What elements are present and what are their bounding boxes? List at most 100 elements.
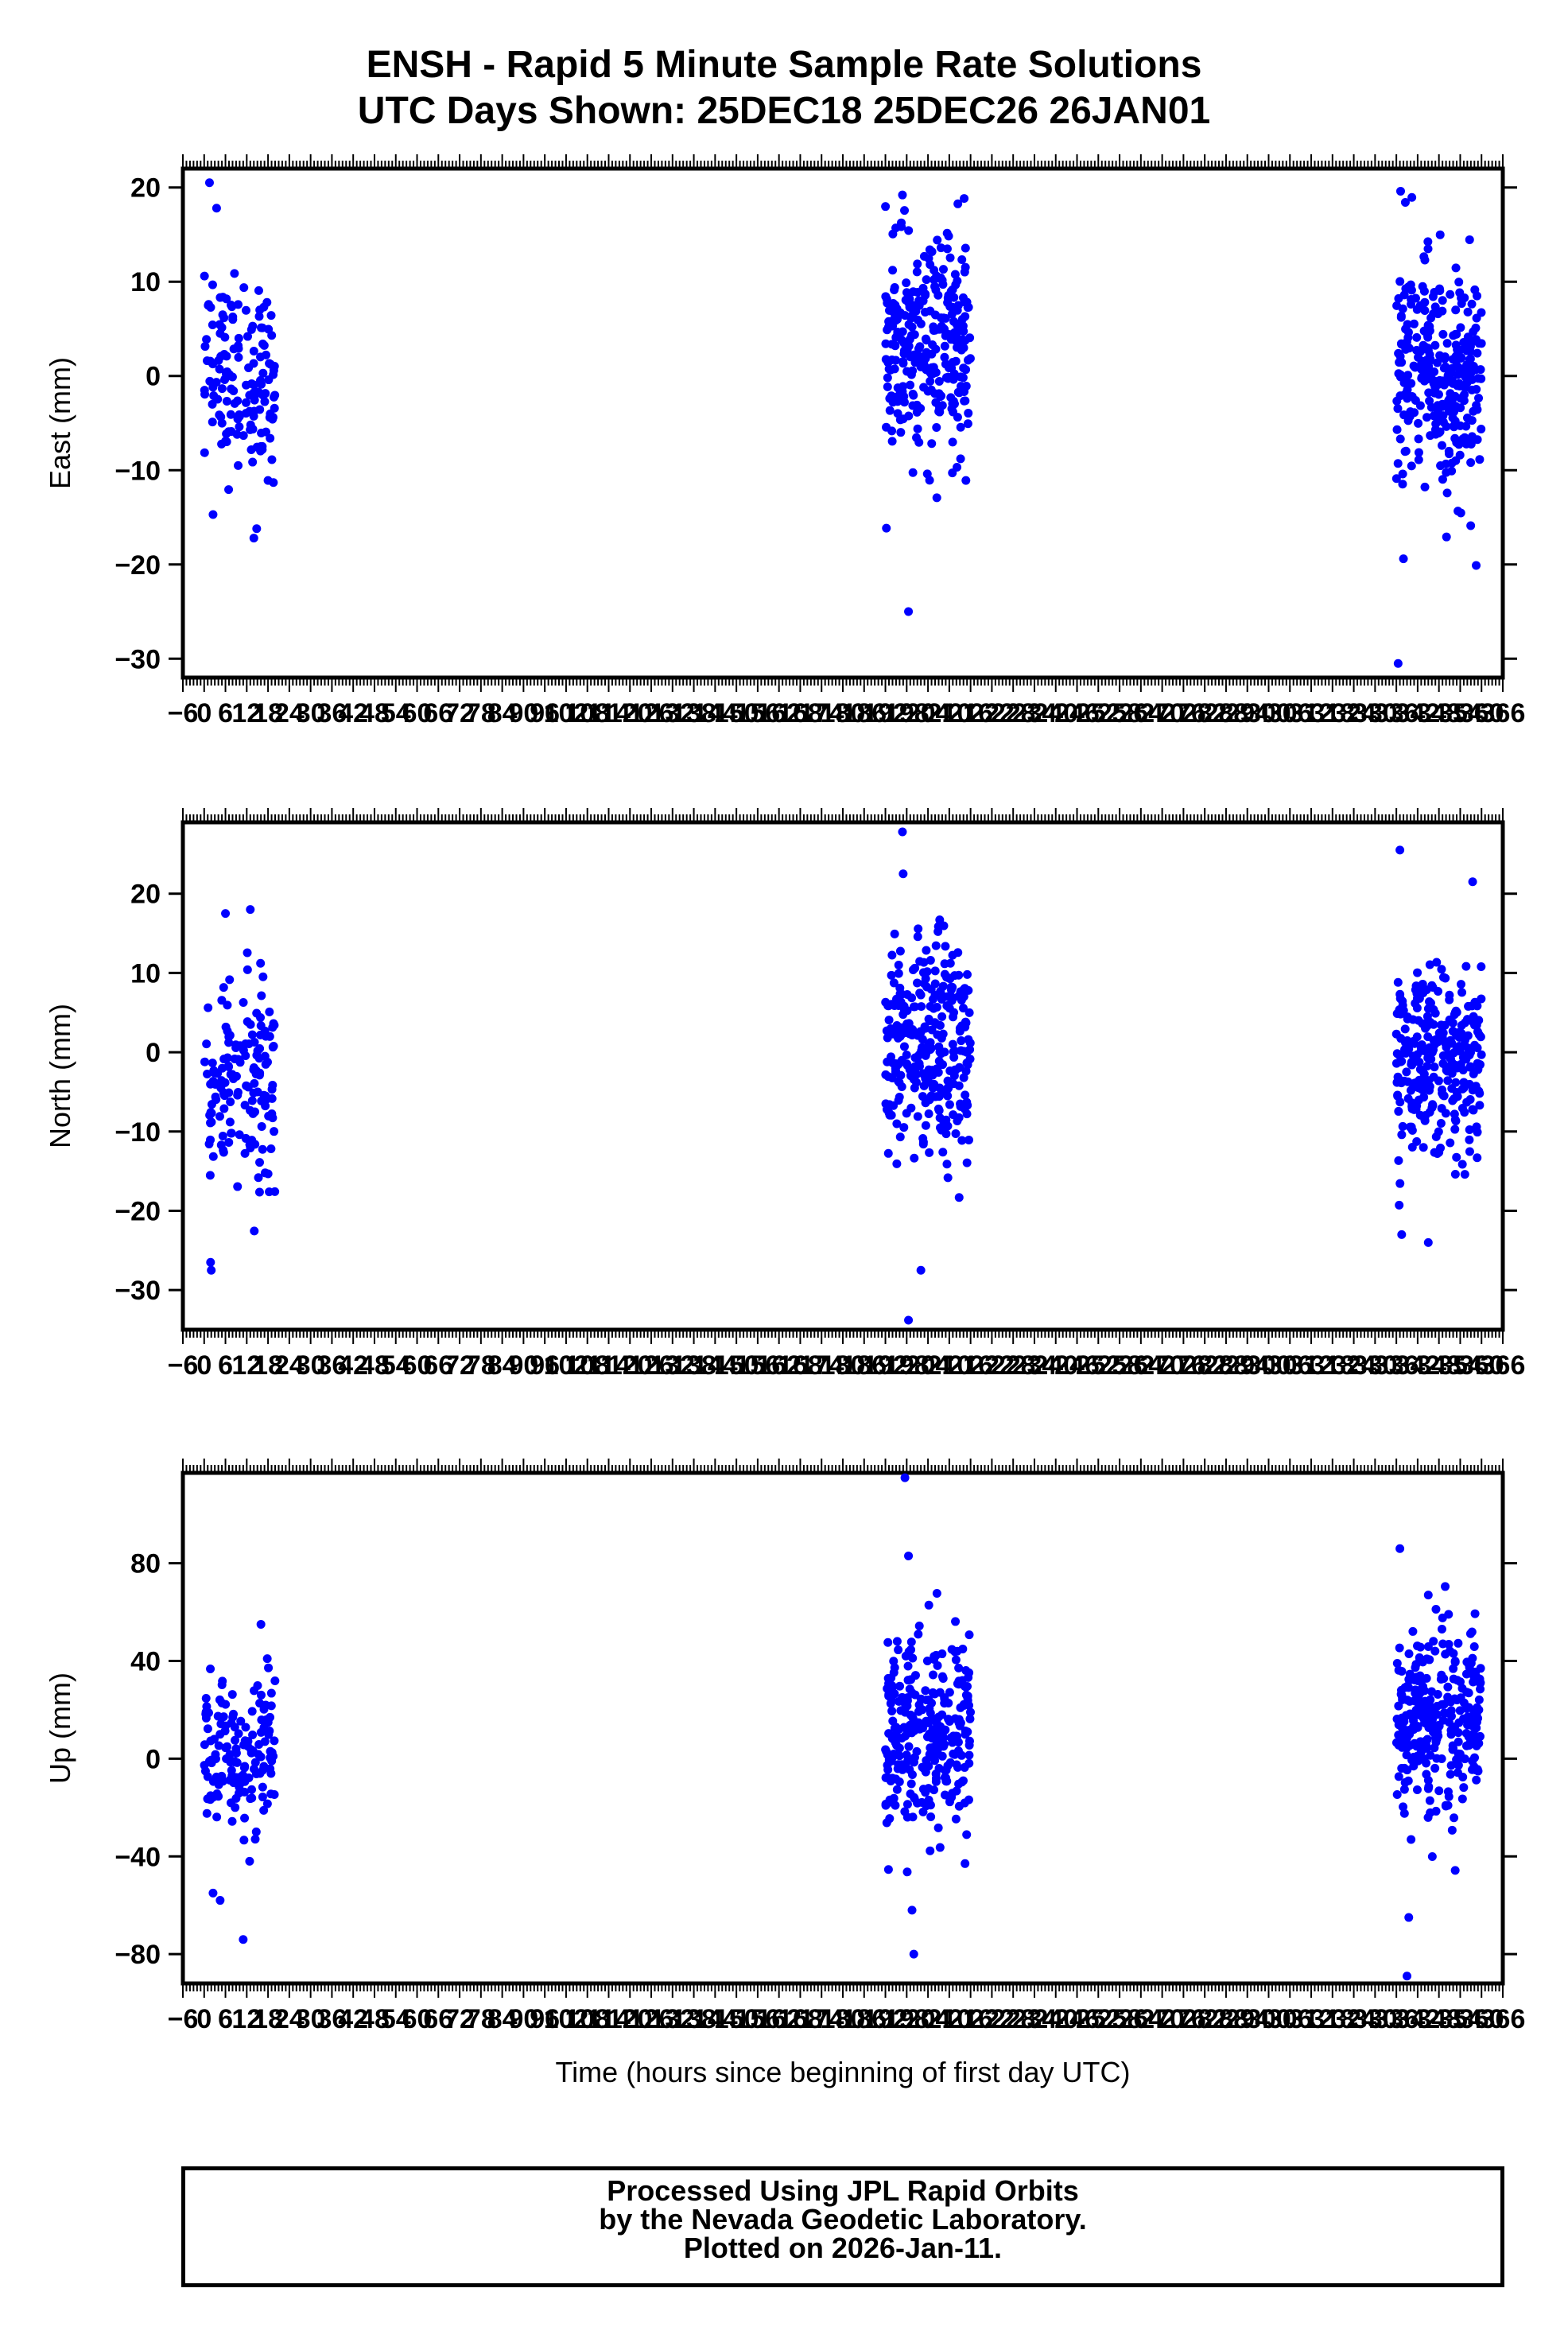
north-xtick-label: 162: [756, 1350, 801, 1381]
north-data-point: [928, 994, 937, 1004]
north-data-point: [1395, 845, 1405, 855]
north-data-point: [918, 1092, 927, 1101]
up-data-point: [935, 1731, 945, 1740]
east-xtick-label: 240: [1033, 698, 1078, 728]
up-data-point: [900, 1731, 910, 1741]
east-data-point: [1475, 455, 1485, 464]
north-xtick-label: 12: [231, 1350, 262, 1381]
north-data-point: [1475, 1101, 1485, 1110]
up-data-point: [883, 1865, 893, 1874]
up-data-point: [1413, 1722, 1422, 1731]
up-xlabel: Time (hours since beginning of first day…: [556, 2056, 1131, 2088]
north-data-point: [943, 1121, 953, 1131]
north-ytick-label: −30: [114, 1276, 161, 1306]
up-xtick-label: 240: [1033, 2004, 1078, 2034]
north-data-point: [1429, 1004, 1438, 1014]
up-data-point: [1422, 1736, 1431, 1746]
up-data-point: [256, 1619, 266, 1629]
east-data-point: [1477, 308, 1486, 317]
north-data-point: [234, 1055, 243, 1064]
up-data-point: [1404, 1649, 1414, 1659]
up-xtick-label: −6: [168, 2004, 199, 2034]
up-data-point: [895, 1777, 904, 1786]
north-data-point: [1402, 1067, 1411, 1077]
east-data-point: [942, 228, 952, 238]
east-data-point: [951, 280, 961, 289]
east-data-point: [934, 405, 944, 414]
east-data-point: [1456, 323, 1465, 332]
north-data-point: [899, 1001, 909, 1011]
north-data-point: [921, 1121, 930, 1130]
east-ytick-label: −20: [114, 550, 161, 581]
east-data-point: [930, 367, 939, 377]
up-data-point: [888, 1682, 898, 1692]
north-data-point: [1393, 1091, 1403, 1101]
north-xtick-label: 330: [1353, 1350, 1398, 1381]
up-xtick-label: 168: [778, 2004, 823, 2034]
east-data-point: [893, 409, 902, 418]
up-data-point: [219, 1712, 228, 1722]
north-xtick-label: 174: [799, 1350, 844, 1381]
north-data-point: [1438, 1051, 1448, 1060]
up-data-point: [1454, 1761, 1463, 1770]
north-data-point: [1420, 1047, 1430, 1056]
north-data-point: [217, 996, 227, 1005]
north-xtick-label: 24: [274, 1350, 305, 1381]
east-data-point: [937, 321, 946, 331]
up-data-point: [1449, 1664, 1458, 1673]
east-xtick-label: 366: [1481, 698, 1526, 728]
east-data-point: [233, 414, 243, 424]
east-data-point: [1399, 554, 1408, 564]
east-data-point: [260, 397, 270, 406]
up-data-point: [1472, 1775, 1481, 1785]
north-data-point: [962, 969, 972, 979]
north-data-point: [1398, 996, 1407, 1006]
north-data-point: [922, 946, 931, 955]
up-data-point: [945, 1758, 955, 1767]
north-xtick-label: 132: [650, 1350, 695, 1381]
up-data-point: [964, 1736, 974, 1746]
up-data-point: [1474, 1695, 1484, 1704]
up-xtick-label: 318: [1310, 2004, 1355, 2034]
east-data-point: [1414, 418, 1423, 428]
east-data-point: [1467, 299, 1477, 309]
north-data-point: [891, 1068, 900, 1078]
east-ytick-label: −10: [114, 456, 161, 486]
north-data-point: [1394, 1106, 1403, 1116]
east-xtick-label: 120: [607, 698, 653, 728]
up-data-point: [936, 1722, 945, 1731]
north-data-point: [895, 1092, 904, 1101]
north-ytick-label: 10: [130, 958, 161, 989]
north-xtick-label: 126: [629, 1350, 674, 1381]
east-data-point: [940, 341, 949, 351]
up-data-point: [1472, 1735, 1481, 1744]
up-data-point: [266, 1769, 276, 1778]
north-data-point: [932, 1064, 941, 1074]
up-xtick-label: 108: [565, 2004, 610, 2034]
up-xtick-label: 366: [1481, 2004, 1526, 2034]
east-data-point: [1447, 466, 1457, 476]
up-xtick-label: 60: [402, 2004, 433, 2034]
up-data-point: [942, 1777, 952, 1786]
east-data-point: [256, 352, 266, 362]
north-data-point: [930, 1018, 940, 1028]
east-data-point: [1442, 488, 1452, 498]
up-xtick-label: 6: [218, 2004, 233, 2034]
up-xtick-label: 138: [671, 2004, 716, 2034]
north-data-point: [949, 1071, 959, 1081]
up-data-point: [264, 1663, 274, 1672]
up-data-point: [1473, 1714, 1483, 1723]
north-data-point: [892, 1020, 902, 1030]
east-xtick-label: 312: [1289, 698, 1334, 728]
east-data-point: [1454, 379, 1464, 388]
north-data-point: [1465, 1125, 1474, 1134]
up-data-point: [218, 1676, 227, 1686]
east-data-point: [234, 333, 243, 343]
up-data-point: [951, 1814, 961, 1824]
up-data-point: [883, 1761, 892, 1770]
north-data-point: [242, 1081, 251, 1090]
east-data-point: [952, 319, 961, 328]
east-data-point: [217, 323, 227, 332]
north-data-point: [1411, 985, 1420, 995]
up-xtick-label: 66: [423, 2004, 453, 2034]
